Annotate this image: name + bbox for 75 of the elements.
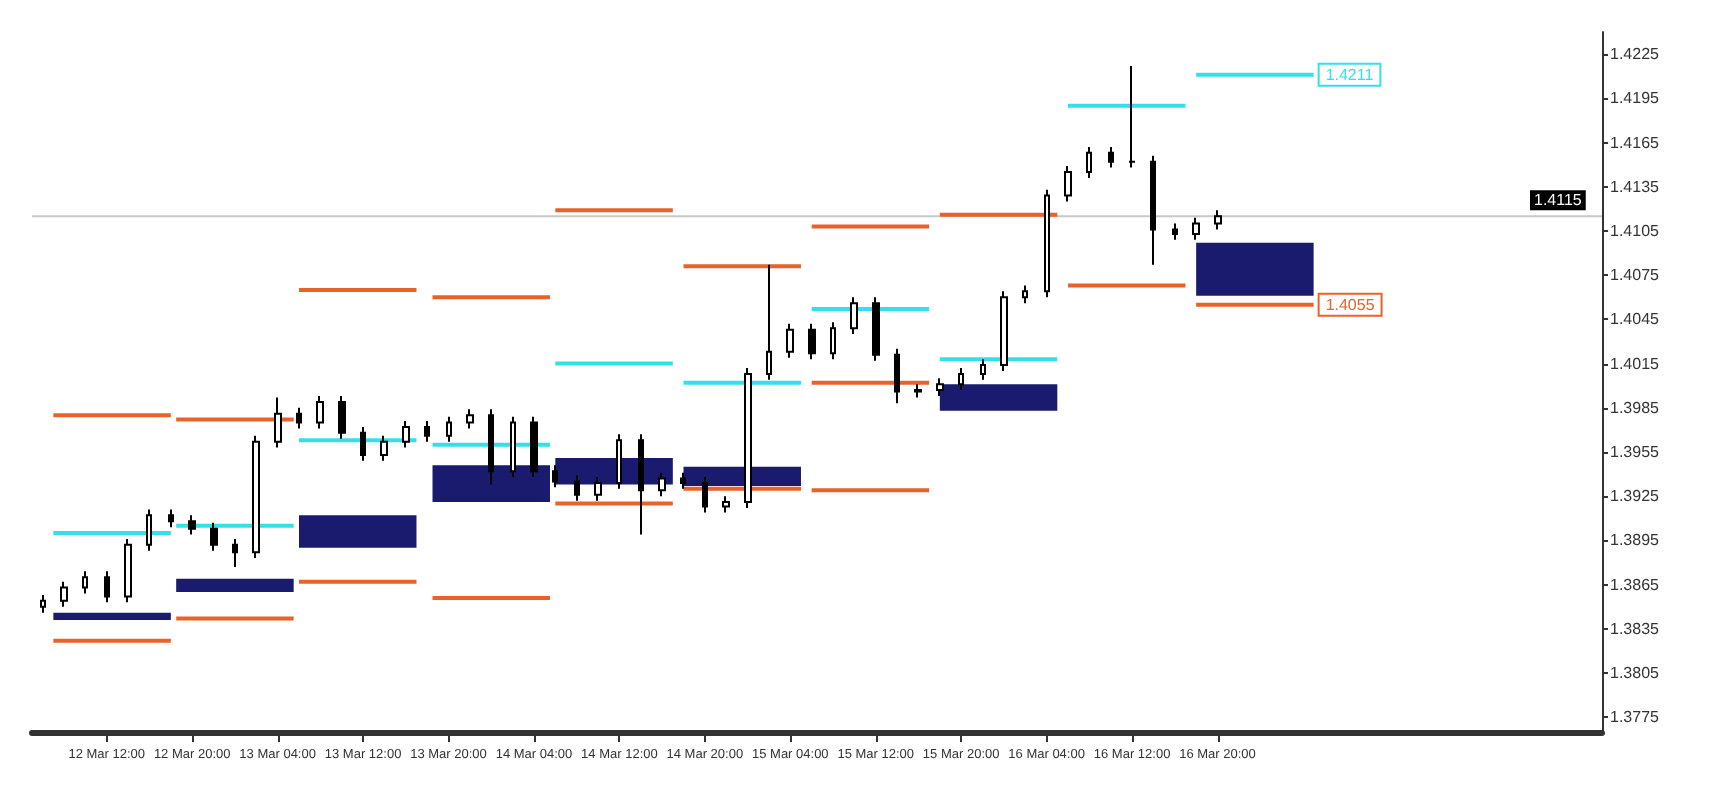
candlestick <box>722 495 730 514</box>
candlestick <box>1150 154 1156 266</box>
candlestick <box>274 396 282 449</box>
y-tick-label: 1.3865 <box>1610 575 1661 594</box>
y-tick-label: 1.3775 <box>1610 708 1661 727</box>
candlestick <box>808 322 816 361</box>
candlestick <box>1108 145 1114 169</box>
candlestick <box>766 263 772 381</box>
y-tick-label: 1.4075 <box>1610 266 1661 285</box>
candlestick <box>316 395 324 430</box>
candlestick <box>574 474 580 502</box>
candlestick <box>958 367 964 392</box>
y-tick-label: 1.3925 <box>1610 487 1661 506</box>
candlestick <box>402 420 410 449</box>
y-tick-label: 1.3805 <box>1610 664 1661 683</box>
candlestick <box>552 464 558 489</box>
candlestick <box>1128 64 1136 169</box>
candlestick <box>914 383 922 399</box>
y-tick-label: 1.3895 <box>1610 531 1661 550</box>
candlestick <box>360 425 366 462</box>
candlestick <box>594 476 602 502</box>
candlestick <box>744 367 752 509</box>
candlestick <box>466 408 474 430</box>
candlestick <box>680 471 686 490</box>
candlestick <box>894 347 900 405</box>
y-tick-label: 1.3985 <box>1610 398 1661 417</box>
candlestick <box>210 521 218 552</box>
candlestick <box>1192 216 1200 241</box>
candlestick <box>616 433 622 490</box>
y-tick-label: 1.4225 <box>1610 45 1661 64</box>
candlestick <box>60 580 68 608</box>
ref-line-label: 1.4115 <box>1534 191 1583 210</box>
candlestick <box>296 406 302 430</box>
candlestick <box>188 514 196 536</box>
candlestick <box>1086 145 1092 179</box>
candlestick <box>980 358 986 381</box>
candlestick <box>1022 284 1028 305</box>
candlestick <box>446 415 452 443</box>
y-tick-label: 1.4135 <box>1610 177 1661 196</box>
candlestick <box>1044 188 1050 299</box>
candlestick <box>850 296 858 336</box>
candlestick <box>1000 290 1008 372</box>
y-tick-label: 1.4165 <box>1610 133 1661 152</box>
candlestick <box>510 415 516 479</box>
y-tick-label: 1.3955 <box>1610 443 1661 461</box>
candlestick <box>40 593 46 614</box>
y-tick-label: 1.4105 <box>1610 221 1661 240</box>
candlestick <box>936 377 944 397</box>
candlestick <box>252 434 260 560</box>
candlestick <box>702 476 708 514</box>
y-tick-label: 1.4015 <box>1610 354 1661 373</box>
candlestick <box>1064 165 1072 203</box>
candlestick <box>232 537 238 568</box>
candlestick <box>488 408 494 486</box>
data-label: 1.4055 <box>1325 295 1376 314</box>
candlestick <box>82 570 88 595</box>
candlestick <box>872 296 880 362</box>
data-label: 1.4211 <box>1325 65 1375 84</box>
candlestick <box>658 471 666 498</box>
candlestick <box>638 433 644 536</box>
candlestick <box>380 434 388 462</box>
candlestick <box>338 395 346 440</box>
y-tick-label: 1.4195 <box>1610 89 1661 108</box>
y-tick-label: 1.3835 <box>1610 619 1661 638</box>
candlestick <box>104 570 110 604</box>
candlestick <box>786 322 794 359</box>
candlestick <box>530 415 538 479</box>
candlestick <box>168 508 174 529</box>
candlestick <box>424 420 430 443</box>
y-tick-label: 1.4045 <box>1610 310 1661 329</box>
candlestick <box>1172 222 1178 241</box>
candlestick <box>830 321 836 361</box>
candlestick <box>124 537 132 604</box>
candlestick <box>1214 209 1222 231</box>
candlestick <box>146 508 152 552</box>
